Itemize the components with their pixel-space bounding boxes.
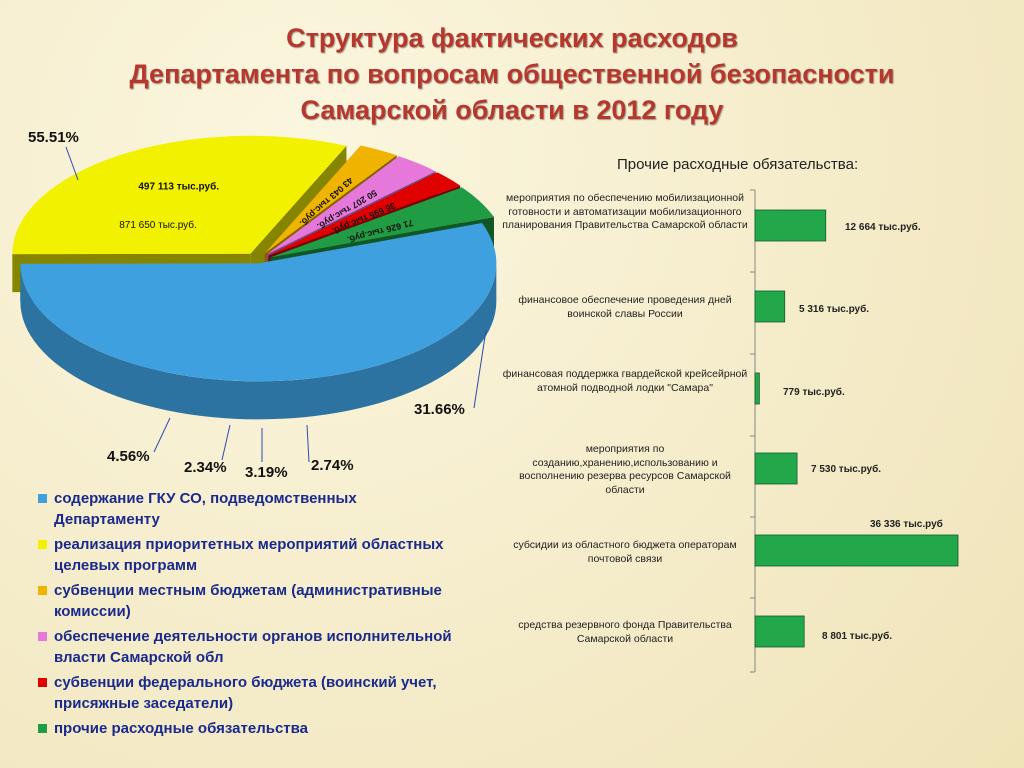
pct-label-slice-0: 55.51% [28, 129, 79, 146]
leader-line [306, 424, 310, 463]
bar-2 [754, 372, 760, 405]
pie-slice-0-side [20, 263, 497, 420]
pct-label-slice-4: 2.34% [184, 459, 227, 476]
bar-value-label: 8 801 тыс.руб. [822, 631, 893, 642]
leader-line [65, 146, 79, 181]
leader-line [153, 417, 171, 453]
pct-label-slice-2: 2.74% [311, 457, 354, 474]
pie-slice-0 [20, 223, 497, 382]
legend-item-executive-bodies: обеспечение деятельности органов исполни… [38, 626, 458, 668]
pie-slice-3 [266, 156, 436, 255]
bar-value-label: 5 316 тыс.руб. [799, 304, 870, 315]
legend-item-other: прочие расходные обязательства [38, 718, 458, 739]
legend-label: субвенции местным бюджетам (администрати… [54, 582, 442, 620]
bar-value-label: 36 336 тыс.руб [870, 519, 943, 530]
legend-label: реализация приоритетных мероприятий обла… [54, 536, 444, 574]
legend-label: обеспечение деятельности органов исполни… [54, 628, 452, 666]
bar-category-label: средства резервного фонда Правительства … [518, 619, 732, 645]
bar-chart-title: Прочие расходные обязательства: [617, 156, 859, 173]
legend-swatch [38, 724, 47, 733]
legend-swatch [38, 586, 47, 595]
legend-label: прочие расходные обязательства [54, 720, 309, 737]
legend-item-gku: содержание ГКУ СО, подведомственных Депа… [38, 488, 458, 530]
pie-legend: содержание ГКУ СО, подведомственных Депа… [38, 488, 458, 743]
pct-label-slice-5: 4.56% [107, 448, 150, 465]
bar-value-label: 7 530 тыс.руб. [811, 464, 882, 475]
bar-category-label: финансовая поддержка гвардейской крейсей… [502, 368, 748, 394]
pie-value-label-0: 871 650 тыс.руб. [119, 219, 197, 231]
pie-value-label-1: 497 113 тыс.руб. [138, 180, 219, 192]
legend-swatch [38, 540, 47, 549]
bar-value-label: 779 тыс.руб. [783, 387, 845, 398]
pie-slice-1 [12, 135, 347, 255]
bar-0 [754, 209, 827, 242]
bar-3 [754, 452, 798, 485]
legend-item-local-budgets: субвенции местным бюджетам (администрати… [38, 580, 458, 622]
bar-5 [754, 615, 805, 648]
pie-slice-4 [268, 172, 461, 256]
legend-swatch [38, 494, 47, 503]
bar-category-label: субсидии из областного бюджета оператора… [513, 539, 737, 565]
bar-4 [754, 534, 959, 567]
legend-label: содержание ГКУ СО, подведомственных Депа… [54, 490, 357, 528]
pie-slice-2 [264, 145, 397, 254]
legend-swatch [38, 632, 47, 641]
title-line-1: Структура фактических расходов [286, 23, 738, 53]
bar-category-label: мероприятия по обеспечению мобилизационн… [502, 192, 748, 231]
leader-line [221, 424, 231, 461]
bar-value-label: 12 664 тыс.руб. [845, 222, 921, 233]
legend-label: субвенции федерального бюджета (воинский… [54, 674, 437, 712]
pct-label-slice-1: 31.66% [414, 401, 465, 418]
title-line-2: Департамента по вопросам общественной бе… [129, 59, 895, 89]
legend-item-programs: реализация приоритетных мероприятий обла… [38, 534, 458, 576]
bar-1 [754, 290, 786, 323]
leader-line [473, 329, 487, 409]
legend-swatch [38, 678, 47, 687]
bar-category-label: финансовое обеспечение проведения дней в… [518, 294, 732, 320]
bar-category-label: мероприятия по созданию,хранению,использ… [519, 443, 731, 496]
legend-item-federal-subventions: субвенции федерального бюджета (воинский… [38, 672, 458, 714]
pct-label-slice-3: 3.19% [245, 464, 288, 481]
pie-slice-5 [270, 187, 494, 258]
title-line-3: Самарской области в 2012 году [300, 95, 724, 125]
